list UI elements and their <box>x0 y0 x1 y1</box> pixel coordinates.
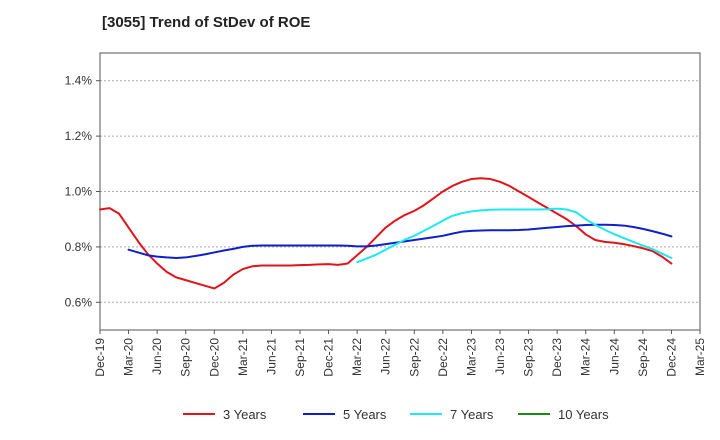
x-tick-label: Mar-24 <box>579 338 593 376</box>
grid-lines <box>100 80 700 303</box>
x-tick-label: Mar-22 <box>350 338 364 376</box>
legend-label-7-years: 7 Years <box>450 407 494 422</box>
x-tick-label: Mar-21 <box>236 338 250 376</box>
y-tick-label: 1.2% <box>65 129 93 143</box>
series-lines <box>99 177 673 290</box>
y-tick-label: 1.0% <box>65 185 93 199</box>
x-tick-label: Sep-21 <box>293 338 307 377</box>
x-tick-label: Jun-20 <box>150 338 164 375</box>
legend: 3 Years 5 Years 7 Years 10 Years <box>183 407 609 422</box>
x-tick-label: Dec-23 <box>550 338 564 377</box>
y-tick-label: 0.6% <box>65 295 93 309</box>
x-tick-label: Mar-20 <box>122 338 136 376</box>
x-axis-ticks: Dec-19 Mar-20 Jun-20 Sep-20 Dec-20 Mar-21 Jun-… <box>93 330 707 377</box>
plot-frame <box>99 52 701 331</box>
y-tick-label: 0.8% <box>65 240 93 254</box>
x-tick-label: Dec-19 <box>93 338 107 377</box>
legend-label-5-years: 5 Years <box>343 407 387 422</box>
x-tick-label: Mar-25 <box>693 338 707 376</box>
x-tick-label: Jun-23 <box>493 338 507 375</box>
y-tick-label: 1.4% <box>65 74 93 88</box>
x-tick-label: Sep-22 <box>407 338 421 377</box>
x-tick-label: Jun-22 <box>379 338 393 375</box>
x-tick-label: Sep-24 <box>636 338 650 377</box>
series-line-7-years <box>356 207 673 264</box>
y-axis-ticks: 0.6% 0.8% 1.0% 1.2% 1.4% <box>65 74 100 309</box>
x-tick-label: Dec-21 <box>322 338 336 377</box>
x-tick-label: Dec-24 <box>664 338 678 377</box>
legend-label-10-years: 10 Years <box>558 407 609 422</box>
x-tick-label: Mar-23 <box>464 338 478 376</box>
x-tick-label: Sep-23 <box>522 338 536 377</box>
x-tick-label: Sep-20 <box>179 338 193 377</box>
legend-label-3-years: 3 Years <box>223 407 267 422</box>
x-tick-label: Jun-21 <box>264 338 278 375</box>
x-tick-label: Dec-22 <box>436 338 450 377</box>
x-tick-label: Jun-24 <box>607 338 621 375</box>
chart-title: [3055] Trend of StDev of ROE <box>102 14 311 31</box>
x-tick-label: Dec-20 <box>207 338 221 377</box>
